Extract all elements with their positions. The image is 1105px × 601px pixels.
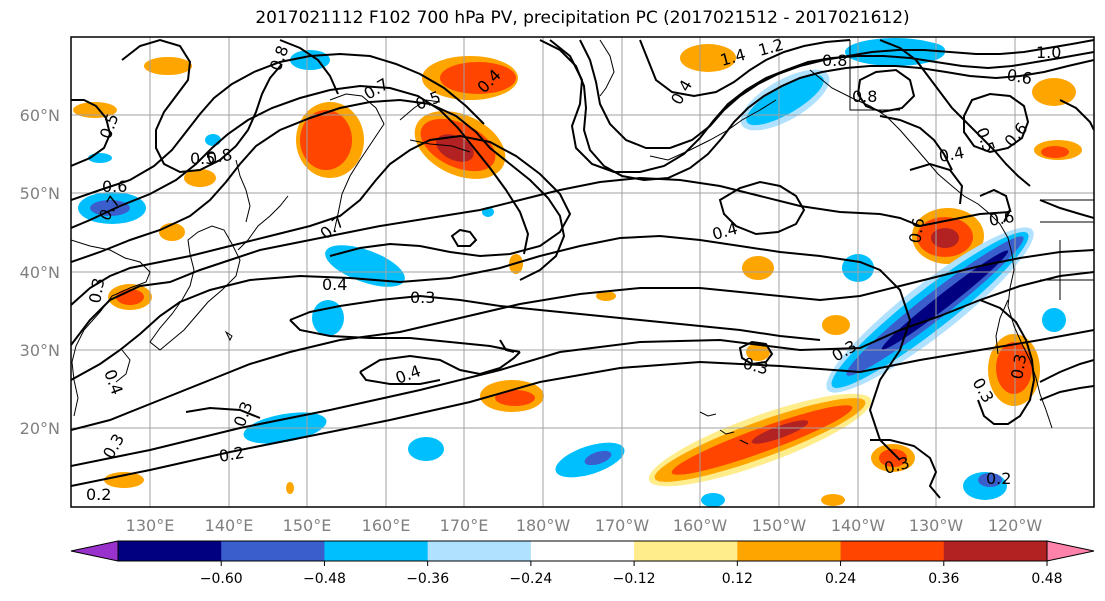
colorbar-segment (840, 541, 945, 561)
lat-label: 20°N (20, 419, 60, 438)
latitude-labels: 60°N 50°N 40°N 30°N 20°N (20, 106, 60, 438)
colorbar-tick-label: −0.12 (613, 571, 656, 587)
contour-label: 0.5 (190, 149, 215, 168)
contour-label: 0.8 (852, 87, 877, 106)
colorbar-tick-label: 0.12 (722, 571, 753, 587)
contour-label: 0.3 (85, 276, 108, 304)
colorbar-segment (737, 541, 842, 561)
colorbar-segment (427, 541, 532, 561)
colorbar-segment (118, 541, 222, 561)
colorbar-segment (324, 541, 429, 561)
contour-label: 0.2 (217, 443, 245, 466)
colorbar-segment (530, 541, 635, 561)
lat-label: 50°N (20, 184, 60, 203)
contour-label: 0.6 (905, 216, 928, 244)
pv-contours (71, 38, 1094, 499)
precip-shading (73, 38, 1082, 507)
contour-label: 0.3 (410, 288, 435, 307)
contour-label: 0.4 (937, 143, 965, 166)
lon-label: 160°W (673, 516, 728, 535)
contour-label: 0.4 (322, 275, 347, 294)
lon-label: 170°E (440, 516, 489, 535)
lon-label: 170°W (595, 516, 650, 535)
colorbar: −0.60 −0.48 −0.36 −0.24 −0.12 0.12 0.24 0.36 0.4… (70, 540, 1095, 587)
contour-label: 0.2 (986, 469, 1011, 488)
colorbar-segment (221, 541, 325, 561)
colorbar-min-outline (70, 540, 119, 562)
colorbar-max-extend (1047, 541, 1094, 561)
contour-label: 0.2 (86, 485, 111, 504)
colorbar-tick-label: −0.48 (303, 571, 346, 587)
graticule (71, 37, 1094, 507)
lat-label: 40°N (20, 263, 60, 282)
colorbar-min-extend (71, 541, 118, 561)
lon-label: 140°E (205, 516, 254, 535)
colorbar-tick-label: −0.60 (200, 571, 243, 587)
contour-label: 0.8 (205, 145, 233, 168)
colorbar-tick-label: 0.24 (825, 571, 856, 587)
lat-label: 60°N (20, 106, 60, 125)
colorbar-segment (943, 541, 1048, 561)
contour-label: 0.6 (102, 177, 127, 196)
colorbar-tick-label: 0.48 (1031, 571, 1062, 587)
colorbar-tick-label: 0.36 (928, 571, 959, 587)
lon-label: 150°W (752, 516, 807, 535)
lat-label: 30°N (20, 341, 60, 360)
map-frame (70, 36, 1095, 508)
lon-label: 180°W (516, 516, 571, 535)
colorbar-max-outline (1046, 540, 1095, 562)
contour-label: 1.0 (1036, 43, 1061, 62)
longitude-labels: 130°E 140°E 150°E 160°E 170°E 180°W 170°… (126, 516, 1043, 535)
contour-label: 0.3 (1007, 352, 1030, 380)
contour-label: 0.6 (1005, 65, 1033, 88)
lon-label: 140°W (831, 516, 886, 535)
lon-label: 160°E (362, 516, 411, 535)
lon-label: 150°E (283, 516, 332, 535)
colorbar-tick-label: −0.36 (406, 571, 449, 587)
figure-title: 2017021112 F102 700 hPa PV, precipitatio… (255, 8, 910, 28)
colorbar-tick-label: −0.24 (509, 571, 552, 587)
lon-label: 130°W (909, 516, 964, 535)
lon-label: 130°E (126, 516, 175, 535)
contour-label: 0.8 (822, 51, 847, 70)
colorbar-segment (634, 541, 738, 561)
contour-label: 0.6 (987, 207, 1015, 230)
lon-label: 120°W (988, 516, 1043, 535)
